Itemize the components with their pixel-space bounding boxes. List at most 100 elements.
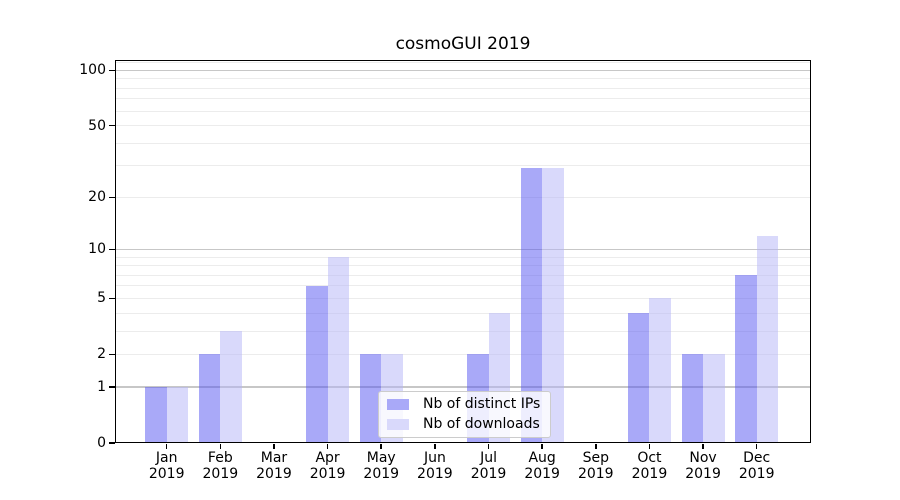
gridline-minor [115, 312, 811, 314]
legend-swatch-nb-of-distinct-ips [387, 399, 409, 410]
y-tick-label-10: 10 [88, 241, 106, 258]
x-tick-mark [648, 444, 651, 449]
legend: Nb of distinct IPs Nb of downloads [378, 391, 552, 438]
x-tick-mark [273, 444, 275, 449]
x-tick-mark [380, 444, 382, 449]
bar-nb-of-downloads-nov-2019 [703, 354, 725, 443]
x-tick-mark [434, 444, 436, 449]
x-tick-month: May [366, 450, 396, 466]
x-tick-mark [541, 444, 543, 449]
gridline-minor [115, 196, 811, 198]
bar-nb-of-distinct-ips-jan-2019 [145, 387, 167, 443]
bar-nb-of-distinct-ips-apr-2019 [306, 285, 328, 443]
x-tick-month: Apr [315, 450, 340, 466]
bar-nb-of-distinct-ips-oct-2019 [627, 313, 650, 443]
x-tick-label-jun-2019: Jun 2019 [395, 450, 475, 482]
legend-item-nb-of-distinct-ips: Nb of distinct IPs [387, 396, 540, 413]
gridline-major [115, 69, 811, 72]
legend-swatch-nb-of-downloads [387, 419, 409, 430]
x-tick-year: 2019 [202, 466, 239, 482]
y-tick-mark [109, 248, 115, 251]
bar-nb-of-downloads-dec-2019 [756, 235, 779, 443]
gridline-minor [115, 165, 811, 167]
x-tick-label-may-2019: May 2019 [341, 450, 421, 482]
x-tick-mark [219, 444, 222, 449]
x-tick-mark [702, 444, 704, 449]
y-tick-mark [109, 353, 115, 356]
x-tick-year: 2019 [524, 466, 560, 482]
x-tick-label-nov-2019: Nov 2019 [663, 450, 743, 482]
y-tick-label-2: 2 [97, 346, 106, 363]
x-tick-label-sep-2019: Sep 2019 [556, 450, 636, 482]
y-tick-mark [109, 124, 115, 127]
bar-nb-of-distinct-ips-feb-2019 [198, 354, 221, 443]
gridline-minor [115, 330, 811, 332]
gridline-minor [115, 297, 811, 299]
bar-nb-of-downloads-oct-2019 [649, 298, 671, 443]
x-tick-mark [165, 444, 168, 449]
y-tick-mark [109, 297, 115, 300]
y-tick-mark [109, 386, 115, 388]
x-tick-mark [326, 444, 329, 449]
gridline-minor [115, 353, 811, 355]
x-tick-year: 2019 [738, 466, 775, 482]
x-tick-month: Jul [480, 450, 497, 466]
x-tick-label-jan-2019: Jan 2019 [127, 450, 207, 482]
x-tick-month: Nov [689, 450, 717, 466]
gridline-minor [115, 256, 811, 258]
x-tick-label-aug-2019: Aug 2019 [502, 450, 582, 482]
x-tick-label-dec-2019: Dec 2019 [717, 450, 797, 482]
y-tick-label-5: 5 [97, 290, 106, 307]
x-tick-month: Jun [423, 450, 446, 466]
bar-nb-of-distinct-ips-may-2019 [359, 354, 382, 443]
gridline-minor [115, 265, 811, 267]
x-tick-label-oct-2019: Oct 2019 [609, 450, 689, 482]
x-tick-year: 2019 [685, 466, 721, 482]
gridline-minor [115, 142, 811, 144]
gridline-minor [115, 98, 811, 100]
y-tick-label-100: 100 [79, 62, 106, 79]
gridline-major [115, 248, 811, 251]
x-tick-label-apr-2019: Apr 2019 [288, 450, 368, 482]
plot-area [115, 60, 811, 443]
gridline-minor [115, 125, 811, 127]
x-tick-year: 2019 [631, 466, 668, 482]
y-tick-mark [109, 442, 115, 444]
x-tick-month: Sep [582, 450, 609, 466]
chart-title: cosmoGUI 2019 [395, 34, 531, 54]
x-tick-mark [755, 444, 758, 449]
legend-label-nb-of-downloads: Nb of downloads [423, 416, 540, 432]
x-tick-year: 2019 [470, 466, 507, 482]
bar-nb-of-downloads-feb-2019 [220, 331, 242, 443]
x-tick-month: Aug [528, 450, 556, 466]
y-tick-label-0: 0 [97, 435, 106, 451]
y-tick-mark [109, 69, 115, 72]
x-tick-year: 2019 [417, 466, 453, 482]
x-tick-label-jul-2019: Jul 2019 [449, 450, 529, 482]
x-tick-year: 2019 [256, 466, 292, 482]
gridline-minor [115, 62, 811, 64]
x-tick-month: Feb [207, 450, 233, 466]
x-tick-month: Jan [155, 450, 178, 466]
legend-label-nb-of-distinct-ips: Nb of distinct IPs [423, 396, 541, 412]
bar-nb-of-distinct-ips-aug-2019 [520, 168, 543, 443]
x-tick-year: 2019 [309, 466, 346, 482]
gridline-major [115, 386, 811, 388]
y-tick-label-1: 1 [97, 379, 106, 396]
x-tick-year: 2019 [363, 466, 400, 482]
x-tick-label-feb-2019: Feb 2019 [180, 450, 260, 482]
x-tick-label-mar-2019: Mar 2019 [234, 450, 314, 482]
gridline-minor [115, 87, 811, 89]
gridline-minor [115, 110, 811, 112]
x-tick-mark [595, 444, 597, 449]
bar-nb-of-downloads-jan-2019 [166, 387, 189, 443]
x-tick-mark [487, 444, 490, 449]
legend-item-nb-of-downloads: Nb of downloads [387, 416, 540, 433]
x-tick-month: Oct [637, 450, 662, 466]
y-tick-mark [109, 196, 115, 198]
x-tick-year: 2019 [148, 466, 185, 482]
gridline-minor [115, 78, 811, 80]
x-tick-month: Mar [260, 450, 288, 466]
gridline-minor [115, 274, 811, 276]
